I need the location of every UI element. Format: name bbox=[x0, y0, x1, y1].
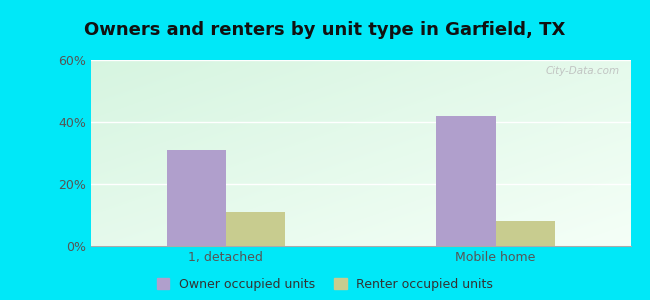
Bar bbox=[436, 116, 495, 246]
Bar bbox=[495, 221, 555, 246]
Text: Owners and renters by unit type in Garfield, TX: Owners and renters by unit type in Garfi… bbox=[84, 21, 566, 39]
Legend: Owner occupied units, Renter occupied units: Owner occupied units, Renter occupied un… bbox=[157, 278, 493, 291]
Text: City-Data.com: City-Data.com bbox=[545, 66, 619, 76]
Bar bbox=[166, 150, 226, 246]
Bar bbox=[226, 212, 285, 246]
